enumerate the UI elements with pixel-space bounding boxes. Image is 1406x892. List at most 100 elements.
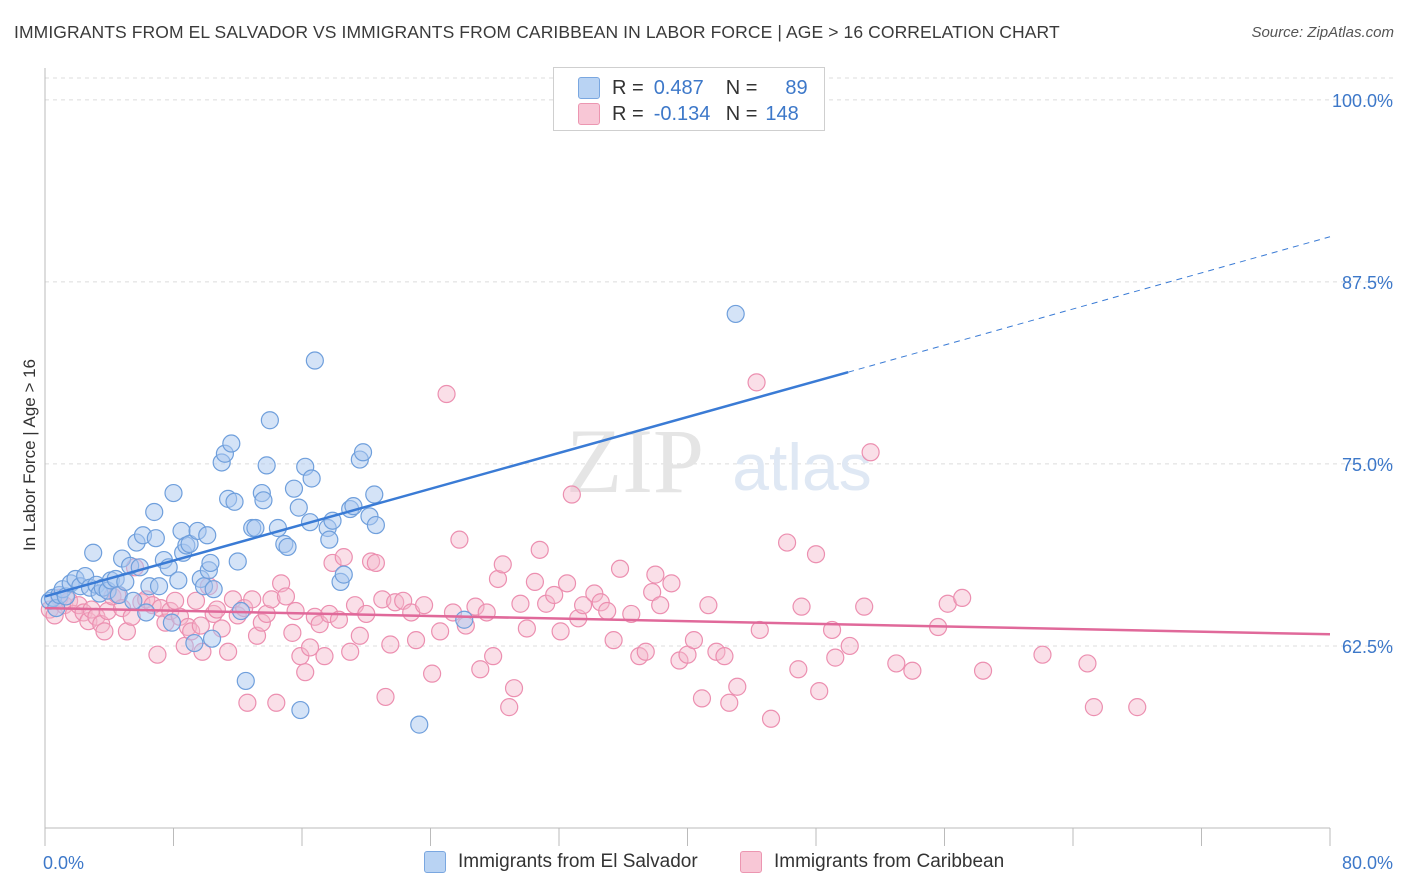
- el-salvador-point: [84, 543, 103, 562]
- el-salvador-point: [284, 479, 304, 498]
- legend-item-caribbean: Immigrants from Caribbean: [740, 851, 1004, 873]
- el-salvador-point: [222, 434, 241, 453]
- caribbean-point: [973, 661, 993, 680]
- caribbean-point: [329, 610, 349, 629]
- el-salvador-point: [164, 483, 183, 503]
- el-salvador-point: [334, 565, 353, 584]
- legend-n-value: 89: [785, 76, 808, 99]
- chart-title: IMMIGRANTS FROM EL SALVADOR VS IMMIGRANT…: [14, 22, 1060, 42]
- trend-lines: [44, 236, 1331, 636]
- caribbean-point: [1084, 698, 1103, 717]
- caribbean-point: [855, 597, 874, 616]
- el-salvador-point: [145, 502, 164, 522]
- legend-swatch-blue: [578, 77, 600, 99]
- el-salvador-point: [410, 715, 429, 734]
- caribbean-point: [219, 642, 238, 661]
- caribbean-point: [117, 622, 137, 641]
- caribbean-point: [610, 559, 630, 578]
- caribbean-point: [953, 588, 972, 608]
- el-salvador-point: [291, 700, 310, 720]
- caribbean-point: [1128, 698, 1147, 717]
- legend-item-el-salvador: Immigrants from El Salvador: [424, 851, 698, 873]
- el-salvador-point: [236, 671, 255, 691]
- el-salvador-trend-extension: [847, 236, 1331, 373]
- caribbean-point: [810, 682, 829, 701]
- el-salvador-point: [228, 552, 247, 571]
- caribbean-point: [861, 443, 880, 462]
- tick-labels: 62.5% 75.0% 87.5% 100.0% 0.0% 80.0%: [43, 91, 1393, 873]
- caribbean-point: [262, 590, 281, 609]
- caribbean-point: [267, 693, 286, 712]
- grid-lines: [45, 77, 1395, 647]
- legend-swatch-blue: [424, 851, 446, 873]
- el-salvador-point: [726, 304, 745, 324]
- caribbean-point: [484, 647, 503, 666]
- caribbean-point: [504, 679, 524, 698]
- el-salvador-point: [149, 577, 169, 596]
- y-tick-label: 75.0%: [1342, 455, 1393, 475]
- caribbean-point: [903, 661, 922, 680]
- caribbean-point: [300, 638, 320, 657]
- el-salvador-point: [201, 553, 220, 573]
- el-salvador-point: [162, 613, 181, 632]
- legend-swatch-pink: [578, 103, 600, 125]
- caribbean-point: [366, 553, 385, 573]
- caribbean-point: [761, 709, 781, 728]
- legend-n-label: N =: [725, 102, 758, 125]
- caribbean-point: [296, 663, 315, 682]
- el-salvador-trend-line: [44, 370, 849, 598]
- el-salvador-point: [302, 469, 321, 488]
- caribbean-point: [95, 622, 114, 641]
- series-legend: Immigrants from El Salvador Immigrants f…: [0, 851, 1406, 877]
- caribbean-point: [715, 647, 734, 666]
- el-salvador-point: [455, 610, 474, 629]
- el-salvador-point: [225, 492, 244, 511]
- caribbean-point: [699, 596, 718, 615]
- caribbean-point: [684, 631, 704, 650]
- caribbean-point: [525, 572, 545, 591]
- y-tick-label: 100.0%: [1332, 91, 1393, 111]
- caribbean-point: [252, 613, 271, 632]
- el-salvador-point: [198, 526, 217, 545]
- caribbean-point: [530, 540, 549, 559]
- el-salvador-point: [365, 485, 384, 504]
- caribbean-point: [777, 533, 797, 552]
- el-salvador-point: [278, 537, 297, 557]
- caribbean-point: [406, 631, 426, 650]
- legend-row-el-salvador: R = 0.487 N = 89: [578, 76, 808, 100]
- el-salvador-point: [305, 351, 324, 370]
- caribbean-point: [238, 693, 257, 712]
- watermark: ZIP atlas: [566, 410, 872, 512]
- el-salvador-point: [169, 571, 188, 590]
- caribbean-point: [423, 664, 442, 683]
- el-salvador-point: [353, 443, 373, 462]
- caribbean-point: [148, 645, 167, 664]
- caribbean-point: [1033, 645, 1052, 664]
- caribbean-point: [643, 582, 662, 602]
- caribbean-point: [636, 642, 655, 661]
- caribbean-point: [517, 619, 536, 638]
- el-salvador-point: [185, 633, 204, 653]
- caribbean-point: [207, 600, 226, 619]
- el-salvador-point: [246, 518, 265, 538]
- caribbean-point: [651, 596, 670, 615]
- caribbean-trend-line: [44, 606, 1331, 636]
- caribbean-point: [792, 597, 811, 616]
- caribbean-point: [789, 660, 808, 679]
- caribbean-point: [840, 636, 859, 656]
- el-salvador-point: [204, 580, 223, 599]
- legend-swatch-pink: [740, 851, 762, 873]
- caribbean-point: [493, 555, 512, 574]
- el-salvador-points: [40, 304, 745, 734]
- y-tick-label: 87.5%: [1342, 273, 1393, 293]
- caribbean-point: [414, 596, 434, 615]
- caribbean-point: [243, 590, 262, 609]
- caribbean-point: [551, 622, 570, 641]
- caribbean-point: [511, 594, 530, 613]
- legend-row-caribbean: R = -0.134 N = 148: [578, 102, 799, 126]
- caribbean-point: [450, 530, 469, 549]
- caribbean-point: [466, 597, 485, 616]
- caribbean-point: [826, 648, 845, 667]
- watermark-zip: ZIP: [566, 410, 704, 512]
